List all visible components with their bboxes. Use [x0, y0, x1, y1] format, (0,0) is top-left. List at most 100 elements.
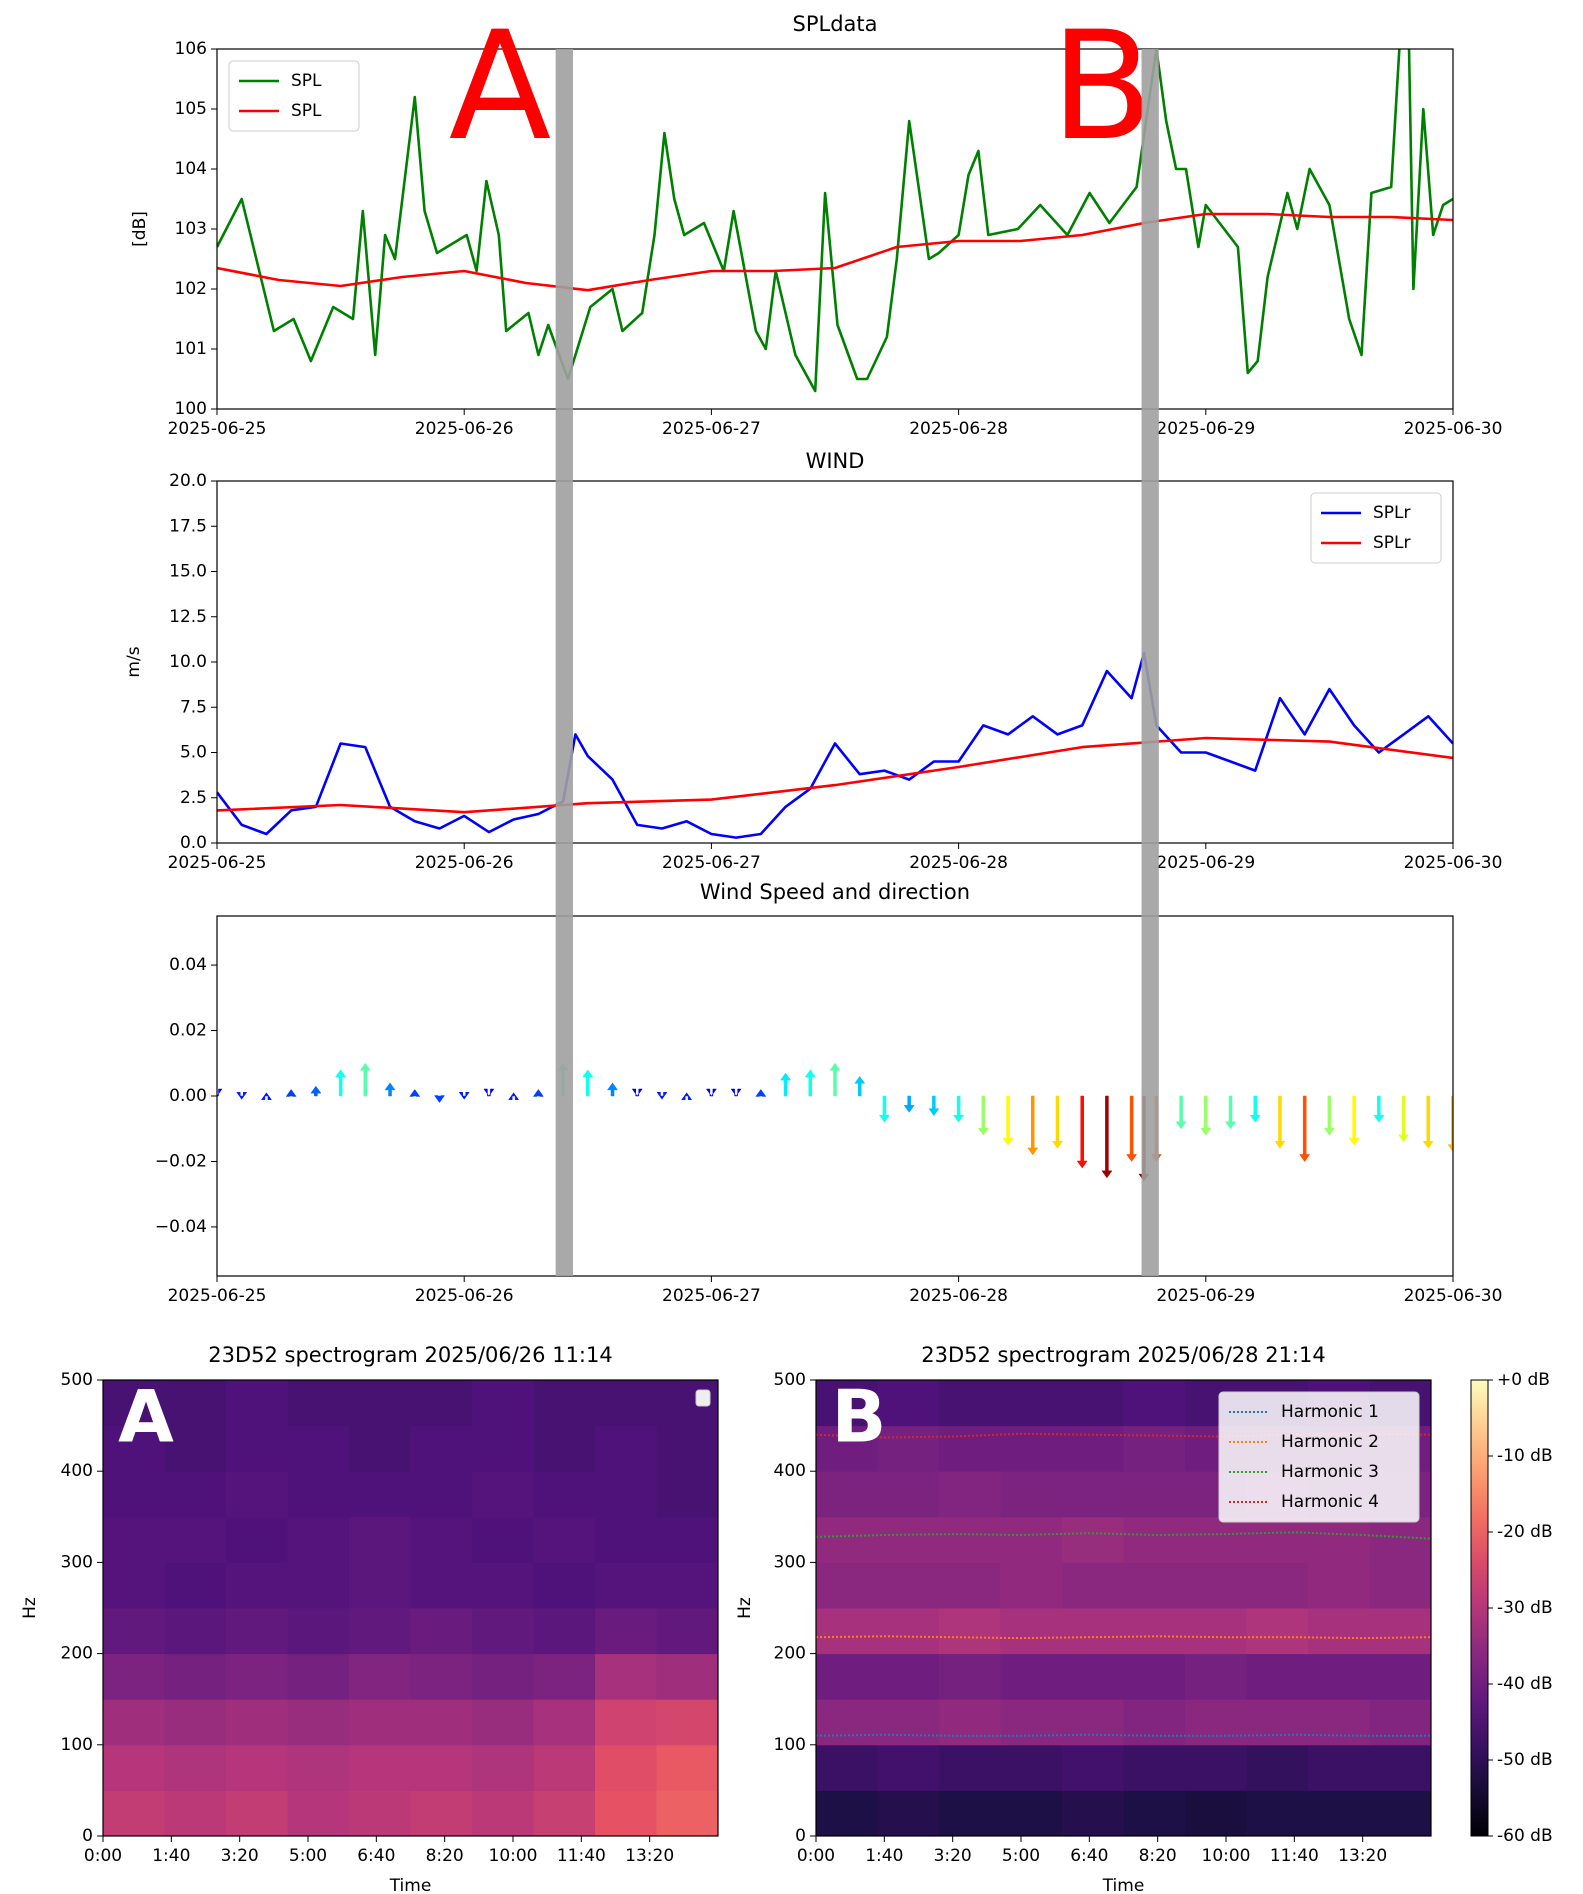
heatmap-cell [1123, 1425, 1186, 1472]
heatmap-cell [816, 1562, 878, 1609]
heatmap-cell [939, 1471, 1001, 1518]
colorbar [1470, 1379, 1489, 1837]
legend-label: Harmonic 3 [1281, 1462, 1379, 1482]
y-tick-label: 105 [175, 99, 207, 119]
wind-arrow [977, 1095, 989, 1136]
colorbar-tick-label: -40 dB [1497, 1674, 1553, 1694]
series-line [816, 1531, 1431, 1540]
heatmap-cell [1369, 1699, 1431, 1746]
x-tick-label: 2025-06-26 [415, 419, 514, 439]
chart-title: 23D52 spectrogram 2025/06/28 21:14 [921, 1343, 1325, 1367]
heatmap-cell [1062, 1380, 1124, 1427]
heatmap-cell [472, 1744, 534, 1791]
heatmap-cell [164, 1380, 227, 1427]
y-tick-label: 7.5 [180, 697, 207, 717]
wind-arrow [903, 1095, 915, 1113]
heatmap-cell [287, 1608, 350, 1655]
legend-label: SPL [291, 71, 322, 91]
wind-arrow [854, 1075, 866, 1097]
axes-frame [815, 1379, 1432, 1837]
heatmap-cell [1185, 1653, 1247, 1700]
x-tick-label: 2025-06-27 [662, 419, 761, 439]
heatmap-cell [595, 1425, 657, 1472]
heatmap-cell [1000, 1653, 1063, 1700]
y-tick-label: 100 [175, 399, 207, 419]
chart-title: WIND [806, 449, 865, 473]
wind-arrow [433, 1095, 445, 1103]
heatmap-cell [472, 1699, 534, 1746]
x-tick-label: 6:40 [1070, 1846, 1108, 1866]
wind-arrow [928, 1095, 940, 1117]
wind-arrow [359, 1062, 371, 1097]
heatmap-cell [656, 1699, 718, 1746]
heatmap-cell [877, 1608, 940, 1655]
annotation: B [1051, 0, 1154, 174]
heatmap-cell [533, 1653, 596, 1700]
x-tick-label: 0:00 [797, 1846, 835, 1866]
heatmap-cell [1123, 1653, 1186, 1700]
wind-arrow [1249, 1095, 1261, 1123]
heatmap-cell [1123, 1608, 1186, 1655]
plot-area [217, 49, 1453, 393]
heatmap-cell [287, 1425, 350, 1472]
x-tick-label: 2025-06-28 [909, 1286, 1008, 1306]
heatmap-cell [103, 1790, 165, 1836]
heatmap-cell [287, 1699, 350, 1746]
heatmap-cell [1000, 1608, 1063, 1655]
y-tick-label: 400 [774, 1461, 806, 1481]
wind-arrow [1200, 1095, 1212, 1136]
heatmap-cell [349, 1562, 411, 1609]
heatmap-cell [1062, 1744, 1124, 1791]
heatmap-cell [1369, 1790, 1431, 1836]
heatmap-cell [595, 1516, 657, 1563]
heatmap-cell [226, 1699, 288, 1746]
heatmap-cell [472, 1562, 534, 1609]
wind-arrow [384, 1082, 396, 1097]
heatmap-cell [595, 1699, 657, 1746]
heatmap-cell [656, 1516, 718, 1563]
heatmap-cell [1185, 1516, 1247, 1563]
wind-arrow [1101, 1095, 1113, 1179]
heatmap-cell [103, 1699, 165, 1746]
y-tick-label: 100 [61, 1735, 93, 1755]
y-axis-label: [dB] [130, 211, 150, 247]
heatmap-cell [816, 1380, 878, 1427]
heatmap-cell [877, 1380, 940, 1427]
wind-arrow [1175, 1095, 1187, 1130]
heatmap-cell [226, 1562, 288, 1609]
heatmap-cell [164, 1608, 227, 1655]
x-tick-label: 5:00 [289, 1846, 327, 1866]
heatmap-cell [1369, 1653, 1431, 1700]
heatmap-cell [595, 1562, 657, 1609]
heatmap-cell [103, 1516, 165, 1563]
wind-arrow [508, 1092, 520, 1100]
x-tick-label: 1:40 [865, 1846, 903, 1866]
x-tick-label: 2025-06-26 [415, 853, 514, 873]
x-tick-label: 2025-06-29 [1156, 1286, 1255, 1306]
heatmap-cell [877, 1516, 940, 1563]
heatmap-cell [1369, 1516, 1431, 1563]
axes-frame [102, 1379, 719, 1837]
heatmap-cell [533, 1699, 596, 1746]
axes-frame [216, 48, 1454, 410]
wind-arrow [532, 1089, 544, 1097]
x-tick-label: 8:20 [1139, 1846, 1177, 1866]
y-tick-label: 103 [175, 219, 207, 239]
series-line [816, 1635, 1431, 1640]
x-tick-label: 3:20 [221, 1846, 259, 1866]
heatmap-cell [226, 1380, 288, 1427]
colorbar-tick-label: -20 dB [1497, 1522, 1553, 1542]
heatmap-cell [1000, 1471, 1063, 1518]
heatmap-cell [1123, 1562, 1186, 1609]
highlight-span [555, 49, 573, 1276]
heatmap-cell [1123, 1380, 1186, 1427]
heatmap-cell [939, 1744, 1001, 1791]
heatmap-cell [349, 1608, 411, 1655]
heatmap-cell [1308, 1608, 1370, 1655]
heatmap-cell [226, 1653, 288, 1700]
heatmap-cell [410, 1744, 473, 1791]
heatmap-cell [287, 1516, 350, 1563]
heatmap-cell [287, 1471, 350, 1518]
heatmap-cell [410, 1562, 473, 1609]
